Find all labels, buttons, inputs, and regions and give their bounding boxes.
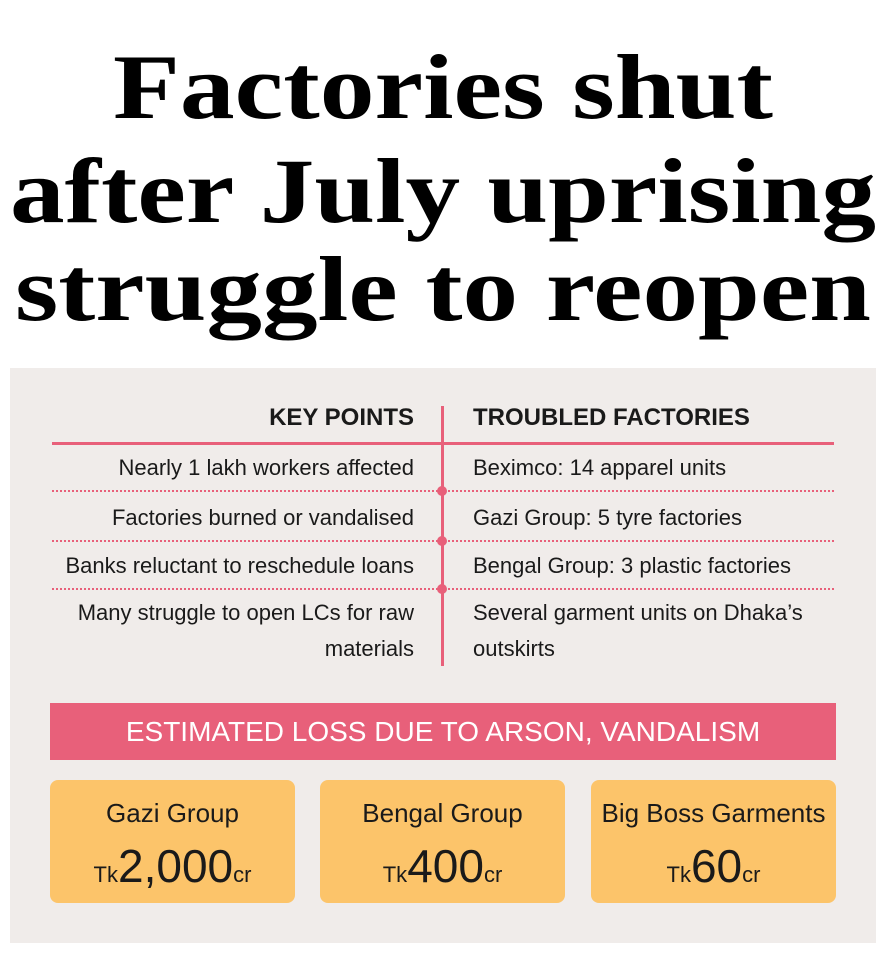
title-line: after July uprising	[10, 140, 876, 242]
key-point: Nearly 1 lakh workers affected	[118, 455, 414, 480]
amount: 2,000	[118, 840, 234, 892]
loss-banner: ESTIMATED LOSS DUE TO ARSON, VANDALISM	[50, 703, 836, 760]
divider-node	[437, 584, 447, 594]
troubled-factory: Bengal Group: 3 plastic factories	[473, 553, 791, 578]
company-name: Bengal Group	[362, 798, 523, 828]
currency: Tk	[666, 862, 691, 887]
key-point: Banks reluctant to reschedule loans	[65, 553, 414, 578]
column-heading: KEY POINTS	[269, 404, 414, 431]
currency: Tk	[93, 862, 118, 887]
company-name: Gazi Group	[106, 798, 239, 828]
troubled-factory: Several garment units on Dhaka’s outskir…	[473, 600, 803, 661]
troubled-factory: Beximco: 14 apparel units	[473, 455, 727, 480]
column-heading: TROUBLED FACTORIES	[473, 404, 750, 431]
key-point: Many struggle to open LCs for raw materi…	[77, 600, 414, 661]
amount: 60	[690, 840, 743, 892]
currency: Tk	[382, 862, 408, 887]
panel: KEY POINTS TROUBLED FACTORIES Nearly 1 l…	[10, 368, 876, 943]
amount: 400	[407, 840, 484, 892]
loss-card: Bengal Group Tk400cr	[320, 780, 565, 903]
title-line: struggle to reopen	[15, 238, 871, 340]
loss-card: Big Boss Garments Tk60cr	[591, 780, 836, 903]
loss-card: Gazi Group Tk2,000cr	[50, 780, 295, 903]
title-line: Factories shut	[113, 36, 773, 138]
divider-node	[437, 486, 447, 496]
unit: cr	[233, 862, 252, 887]
loss-amount: Tk400cr	[320, 839, 565, 893]
title: Factories shut after July uprising strug…	[10, 36, 876, 340]
unit: cr	[483, 862, 503, 887]
divider-node	[437, 536, 447, 546]
loss-amount: Tk60cr	[591, 839, 836, 893]
troubled-factory: Gazi Group: 5 tyre factories	[473, 505, 742, 530]
loss-amount: Tk2,000cr	[50, 839, 295, 893]
unit: cr	[742, 862, 761, 887]
key-point: Factories burned or vandalised	[111, 505, 414, 530]
company-name: Big Boss Garments	[601, 798, 826, 828]
